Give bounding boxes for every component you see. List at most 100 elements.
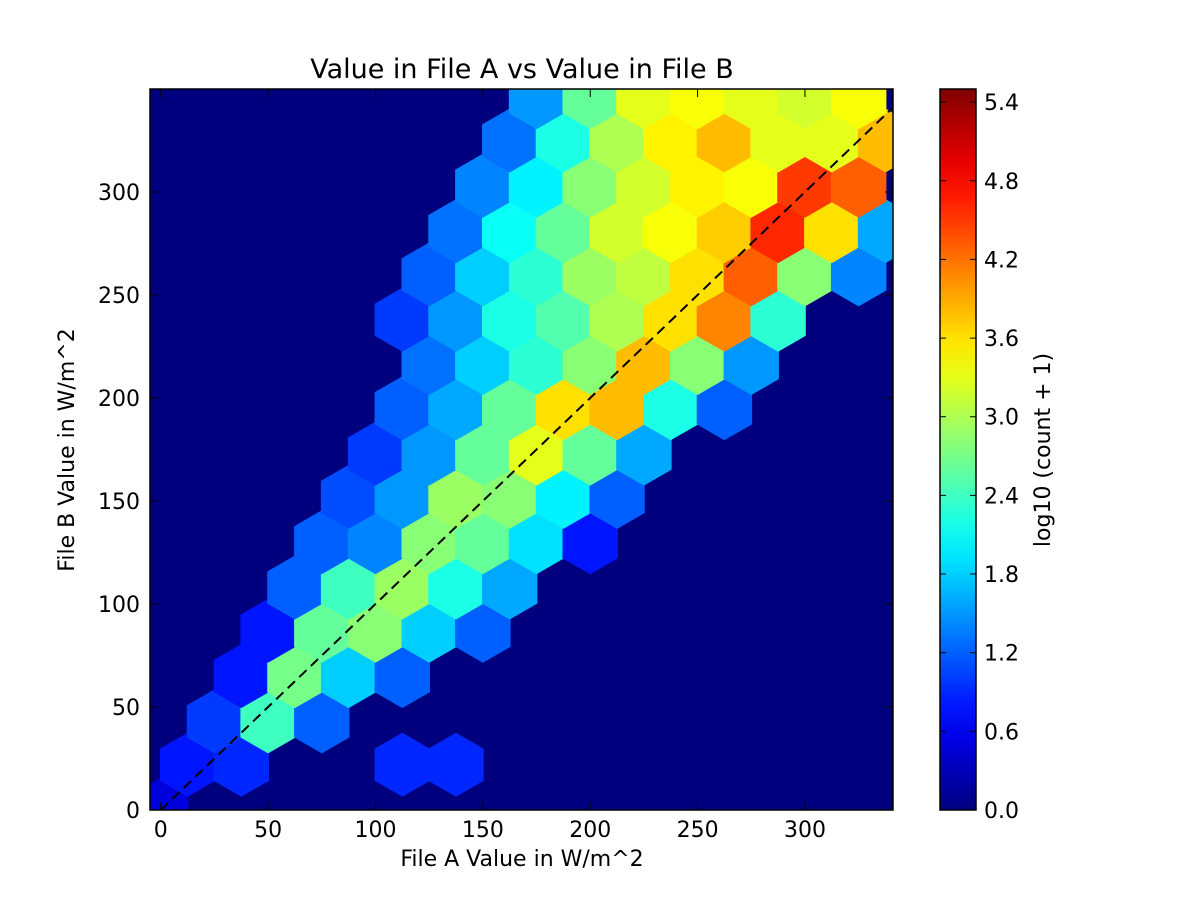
colorbar-tick-label: 4.2 [984,248,1019,273]
colorbar-tick-label: 3.0 [984,406,1019,431]
x-tick-label: 300 [784,818,826,843]
y-tick-label: 300 [98,181,140,206]
hex-bin [562,89,618,130]
x-tick-label: 250 [677,818,719,843]
hex-bin [428,376,484,441]
hex-bin [696,376,753,441]
hex-bin [482,108,538,173]
hex-bin [616,242,672,307]
hex-bin [374,644,430,709]
hex-bin [508,421,565,486]
hex-bin [482,199,538,264]
hex-bin [455,242,511,307]
hex-bin [213,644,269,709]
hex-bin [428,287,484,352]
hex-bin [508,331,565,395]
colorbar-tick-label: 1.2 [984,642,1019,667]
hex-bin [240,689,296,754]
hex-bin [428,555,484,620]
colorbar-label: log10 (count + 1) [1031,353,1056,547]
colorbar-tick-label: 4.8 [984,170,1019,195]
hex-bin [589,464,645,529]
hex-bin [320,555,377,620]
hex-bin [159,732,216,797]
hex-bin [267,555,323,620]
hex-bin [696,199,753,264]
hex-bin [428,464,484,529]
colorbar [939,88,977,811]
colorbar-tick-label: 3.6 [984,327,1019,352]
hex-bin [240,598,296,663]
y-tick-label: 150 [98,490,140,515]
y-tick-label: 0 [126,799,140,824]
hex-bin [643,199,699,264]
colorbar-tick-label: 1.8 [984,563,1019,588]
hex-bin [669,331,726,395]
hex-bin [750,287,806,352]
hex-bin [294,598,350,663]
hex-bin [696,108,753,173]
hex-bin [616,331,672,395]
hex-bin [347,598,404,663]
hex-bin [804,199,860,264]
chart-title: Value in File A vs Value in File B [310,54,734,85]
x-tick-label: 0 [154,818,168,843]
hex-bin [482,287,538,352]
hex-bin [482,464,538,529]
hex-bin [320,464,377,529]
hex-bin [857,199,893,264]
hex-bin [589,287,645,352]
x-tick-label: 200 [569,818,611,843]
hex-bin [830,242,887,307]
hex-bin [830,89,887,130]
hex-bin [374,732,430,797]
hex-bin [401,331,457,395]
hex-bin [455,153,511,218]
hex-bin [455,510,511,575]
y-tick-label: 200 [98,387,140,412]
hex-bin [562,242,618,307]
hex-bin [616,421,672,486]
hex-bin [482,555,538,620]
hex-bin [347,510,404,575]
hex-bin [535,464,592,529]
plot-area [150,89,893,810]
hex-bin [508,89,565,130]
hex-bin [750,108,806,173]
x-tick-label: 150 [462,818,504,843]
hex-bin [562,331,618,395]
hex-bin [669,153,726,218]
hex-bin [294,689,350,754]
hex-bin [267,644,323,709]
hex-bin [455,598,511,663]
hex-bin [508,510,565,575]
colorbar-tick-label: 5.4 [984,91,1019,116]
hex-bin [777,89,833,130]
hex-bin [777,153,833,218]
hex-bin [455,331,511,395]
hex-bin [374,555,430,620]
hex-bin [643,108,699,173]
reference-line [160,108,892,810]
hex-bin [374,287,430,352]
hex-bin [320,644,377,709]
hex-bin [750,199,806,264]
hex-bin [562,421,618,486]
hex-bin [804,108,860,173]
hex-bin [535,199,592,264]
hex-bin [401,598,457,663]
hex-bin [455,421,511,486]
hex-bin [535,108,592,173]
hex-bin [589,108,645,173]
plot-frame [149,88,894,811]
hex-bin [294,510,350,575]
hex-bin [830,153,887,218]
hex-bin [213,732,269,797]
y-tick-label: 100 [98,593,140,618]
hex-bin [562,510,618,575]
hex-bin [374,464,430,529]
hex-bin [616,153,672,218]
x-axis-label: File A Value in W/m^2 [400,847,643,872]
hex-bin [401,421,457,486]
